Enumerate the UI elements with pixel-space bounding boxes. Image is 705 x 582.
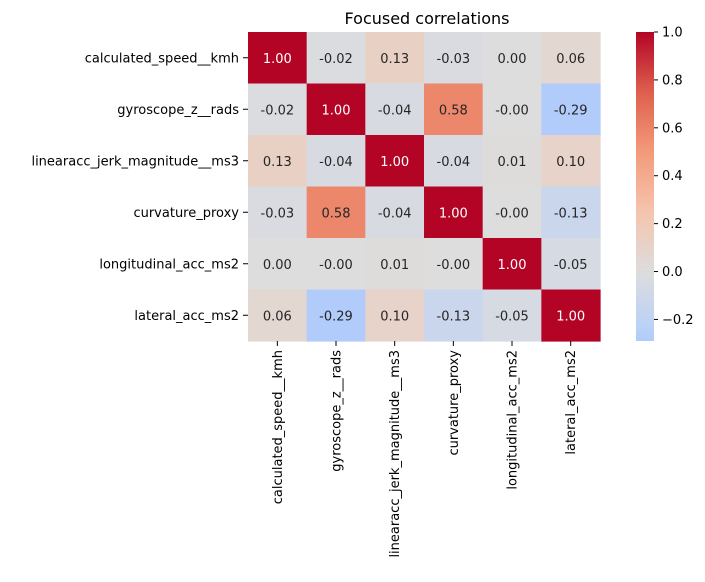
cell-value-label: 0.06 xyxy=(556,52,585,67)
cell-value-label: 0.58 xyxy=(322,206,351,221)
heatmap-cell xyxy=(365,186,425,239)
cell-value-label: 1.00 xyxy=(263,52,292,67)
cell-value-label: -0.03 xyxy=(437,52,471,67)
cell-value-label: -0.04 xyxy=(437,155,471,170)
heatmap-cell xyxy=(365,83,425,136)
colorbar-tick-label: 0.6 xyxy=(662,121,683,136)
heatmap-cell xyxy=(306,83,366,136)
cell-value-label: -0.03 xyxy=(261,206,295,221)
cell-value-label: -0.29 xyxy=(554,103,588,118)
heatmap-cell xyxy=(306,186,366,239)
cell-value-label: 0.01 xyxy=(380,258,409,273)
cell-value-label: 1.00 xyxy=(380,155,409,170)
y-axis-tick-label: longitudinal_acc_ms2 xyxy=(99,257,239,272)
x-axis-tick-label: lateral_acc_ms2 xyxy=(564,350,579,455)
heatmap-cell xyxy=(365,238,425,291)
heatmap-cell xyxy=(482,238,542,291)
heatmap-cell xyxy=(541,135,601,188)
x-axis-tick-label: linearacc_jerk_magnitude__ms3 xyxy=(388,350,403,558)
cell-value-label: 1.00 xyxy=(439,206,468,221)
heatmap-cell xyxy=(541,83,601,136)
heatmap-cell xyxy=(482,289,542,342)
x-axis-tick-label: gyroscope_z__rads xyxy=(330,350,345,472)
y-axis-tick-label: calculated_speed__kmh xyxy=(85,51,239,66)
heatmap-cell xyxy=(248,289,308,342)
cell-value-label: 0.00 xyxy=(263,258,292,273)
x-axis-tick-label: curvature_proxy xyxy=(447,350,462,456)
heatmap-cell xyxy=(482,135,542,188)
x-axis-tick-label: longitudinal_acc_ms2 xyxy=(506,350,521,490)
colorbar-tick-label: 0.8 xyxy=(662,73,683,88)
cell-value-label: 0.00 xyxy=(498,52,527,67)
heatmap-cell xyxy=(248,83,308,136)
colorbar-gradient xyxy=(636,32,654,341)
heatmap-cell xyxy=(248,32,308,85)
chart-title: Focused correlations xyxy=(345,9,510,28)
cell-value-label: -0.02 xyxy=(319,52,353,67)
y-axis-tick-label: curvature_proxy xyxy=(133,206,239,221)
heatmap-cell xyxy=(306,32,366,85)
cell-value-label: 0.10 xyxy=(380,309,409,324)
cell-value-label: -0.04 xyxy=(378,206,412,221)
cell-value-label: 0.13 xyxy=(263,155,292,170)
cell-value-label: -0.13 xyxy=(554,206,588,221)
cell-value-label: -0.05 xyxy=(554,258,588,273)
cell-value-label: 0.01 xyxy=(498,155,527,170)
colorbar-tick-label: 0.2 xyxy=(662,217,683,232)
cell-value-label: 1.00 xyxy=(556,309,585,324)
y-axis-tick-label: lateral_acc_ms2 xyxy=(134,309,239,324)
heatmap-cell xyxy=(541,32,601,85)
x-axis-tick-labels: calculated_speed__kmh gyroscope_z__rads li… xyxy=(271,341,579,558)
heatmap-cell xyxy=(306,289,366,342)
heatmap-cell xyxy=(306,135,366,188)
heatmap-cell xyxy=(424,289,484,342)
cell-value-label: -0.04 xyxy=(319,155,353,170)
heatmap-cell xyxy=(365,32,425,85)
x-axis-tick-label: calculated_speed__kmh xyxy=(271,350,286,504)
y-axis-tick-label: linearacc_jerk_magnitude__ms3 xyxy=(31,154,239,169)
heatmap-cell xyxy=(306,238,366,291)
heatmap-cell xyxy=(424,32,484,85)
cell-value-label: -0.00 xyxy=(495,103,529,118)
colorbar-tick-label: 0.0 xyxy=(662,265,683,280)
cell-value-label: 0.10 xyxy=(556,155,585,170)
heatmap-cell xyxy=(482,83,542,136)
cell-value-label: 1.00 xyxy=(498,258,527,273)
y-axis-tick-labels: calculated_speed__kmh gyroscope_z__radsli… xyxy=(31,51,248,324)
heatmap-cell xyxy=(482,32,542,85)
heatmap-cell xyxy=(424,186,484,239)
heatmap-cell xyxy=(482,186,542,239)
colorbar-tick-label: 0.4 xyxy=(662,169,683,184)
cell-value-label: -0.02 xyxy=(261,103,295,118)
heatmap-cell xyxy=(365,289,425,342)
cell-value-label: -0.00 xyxy=(495,206,529,221)
colorbar: −0.2 0.0 0.2 0.4 0.6 0.8 1.0 xyxy=(636,26,694,341)
colorbar-tick-label: −0.2 xyxy=(662,313,694,328)
heatmap-cell xyxy=(248,186,308,239)
heatmap-cell xyxy=(541,186,601,239)
colorbar-ticks: −0.2 0.0 0.2 0.4 0.6 0.8 1.0 xyxy=(654,26,694,328)
y-axis-tick-label: gyroscope_z__rads xyxy=(117,103,239,118)
cell-value-label: 0.13 xyxy=(380,52,409,67)
cell-value-label: -0.05 xyxy=(495,309,529,324)
heatmap-cells: 1.00 -0.02 0.13 -0.03 0.00 0.06 -0.02 1.00 -0.04… xyxy=(248,32,601,342)
heatmap-cell xyxy=(424,83,484,136)
cell-value-label: -0.13 xyxy=(437,309,471,324)
heatmap-cell xyxy=(248,135,308,188)
cell-value-label: -0.29 xyxy=(319,309,353,324)
heatmap-cell xyxy=(424,238,484,291)
heatmap-cell xyxy=(541,238,601,291)
heatmap-cell xyxy=(541,289,601,342)
cell-value-label: 0.06 xyxy=(263,309,292,324)
heatmap-cell xyxy=(424,135,484,188)
heatmap-cell xyxy=(248,238,308,291)
cell-value-label: -0.00 xyxy=(437,258,471,273)
cell-value-label: -0.00 xyxy=(319,258,353,273)
heatmap-cell xyxy=(365,135,425,188)
cell-value-label: 0.58 xyxy=(439,103,468,118)
cell-value-label: -0.04 xyxy=(378,103,412,118)
colorbar-tick-label: 1.0 xyxy=(662,26,683,41)
cell-value-label: 1.00 xyxy=(322,103,351,118)
